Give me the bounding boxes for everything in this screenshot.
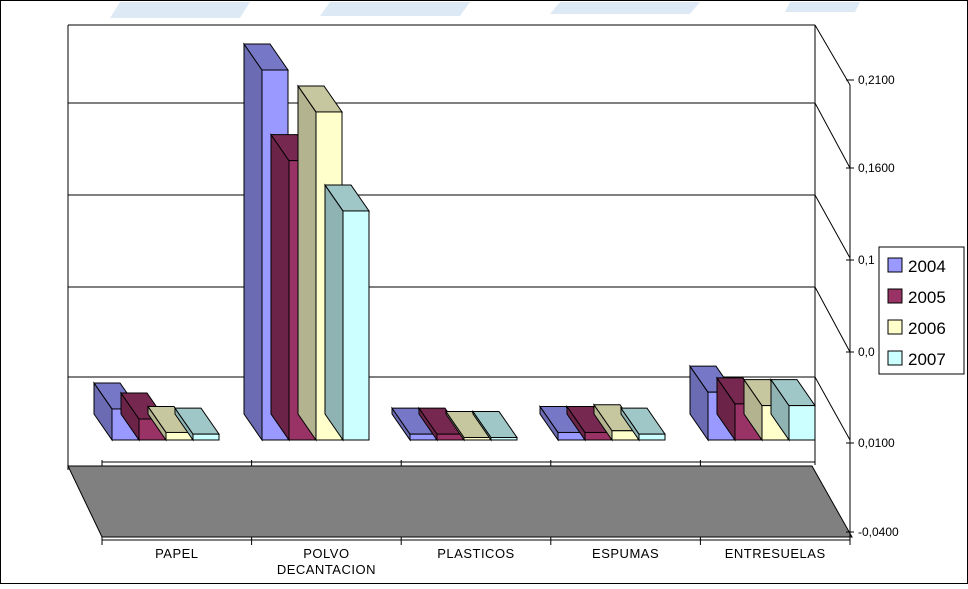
y-tick-label: 0,1	[858, 253, 875, 267]
x-tick-label: POLVO	[303, 546, 349, 561]
legend-label-2006: 2006	[908, 319, 946, 338]
x-tick-label: ESPUMAS	[592, 546, 659, 561]
legend-swatch-2006	[887, 319, 903, 335]
chart-floor	[67, 461, 853, 538]
gridline-side	[814, 376, 851, 441]
legend-swatch-2007	[887, 350, 903, 366]
legend-item-2005: 2005	[887, 288, 946, 307]
legend-swatch-2005	[887, 288, 903, 304]
bar-2004-2	[409, 433, 437, 441]
legend-label-2004: 2004	[908, 257, 946, 276]
bar-2007-2	[490, 436, 518, 441]
x-tick-label: ENTRESUELAS	[725, 546, 826, 561]
y-tick-label: -0,0400	[858, 525, 899, 539]
bar-side	[243, 42, 263, 442]
bar-2007-4	[788, 405, 816, 441]
right-top-slant	[814, 24, 851, 86]
watermark-band	[110, 2, 860, 18]
gridline-side	[814, 286, 851, 353]
gridline-side	[814, 194, 851, 259]
legend-label-2007: 2007	[908, 350, 946, 369]
bar-side	[270, 133, 290, 442]
legend-item-2006: 2006	[887, 319, 946, 338]
chart-walls	[67, 24, 851, 532]
bar-2007-1	[342, 210, 370, 441]
back-wall	[68, 25, 850, 532]
legend-item-2004: 2004	[887, 257, 946, 276]
bar-2007-0	[192, 433, 220, 441]
legend-label-2005: 2005	[908, 288, 946, 307]
x-tick-label: DECANTACION	[277, 562, 376, 577]
legend: 2004 2005 2006 2007	[878, 246, 965, 375]
gridline-side	[814, 102, 851, 169]
floor-plane	[67, 465, 853, 538]
bar-side	[297, 84, 317, 442]
bar-side	[324, 183, 344, 442]
x-tick-label: PAPEL	[155, 546, 198, 561]
legend-item-2007: 2007	[887, 350, 946, 369]
y-tick-label: 0,0	[858, 345, 875, 359]
y-axis: -0,0400 0,0100 0,0 0,1 0,1600 0,2100	[846, 73, 899, 539]
legend-swatch-2004	[887, 257, 903, 273]
bars-group	[93, 42, 816, 442]
bar-2006-2	[463, 436, 491, 441]
y-tick-label: 0,2100	[858, 73, 895, 87]
bar-2005-2	[436, 433, 464, 441]
bar-2007-3	[638, 433, 666, 441]
y-tick-label: 0,0100	[858, 436, 895, 450]
y-tick-label: 0,1600	[858, 161, 895, 175]
x-tick-label: PLASTICOS	[437, 546, 514, 561]
